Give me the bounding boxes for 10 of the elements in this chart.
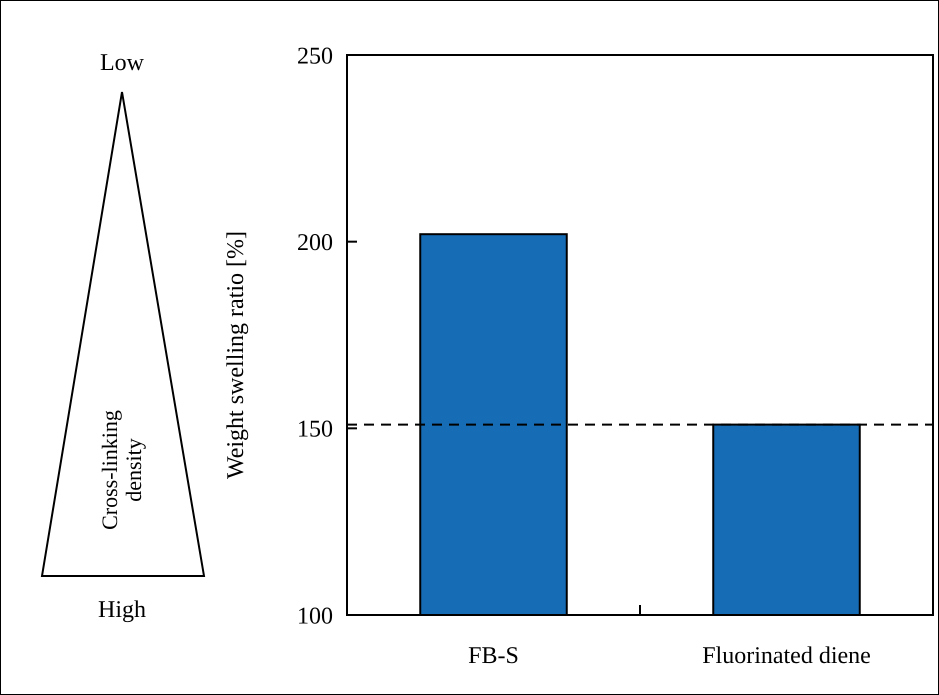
y-tick-label: 100 xyxy=(297,603,333,630)
y-tick-label: 250 xyxy=(297,43,333,70)
y-axis-title: Weight swelling ratio [%] xyxy=(223,230,249,480)
x-tick-label: FB-S xyxy=(468,643,519,669)
text: Cross-linking density xyxy=(97,410,146,530)
text: High xyxy=(98,597,146,623)
y-tick-label: 150 xyxy=(297,416,333,443)
y-tick-label: 200 xyxy=(297,230,333,256)
text: Low xyxy=(100,50,145,76)
x-tick-label: Fluorinated diene xyxy=(702,643,871,669)
